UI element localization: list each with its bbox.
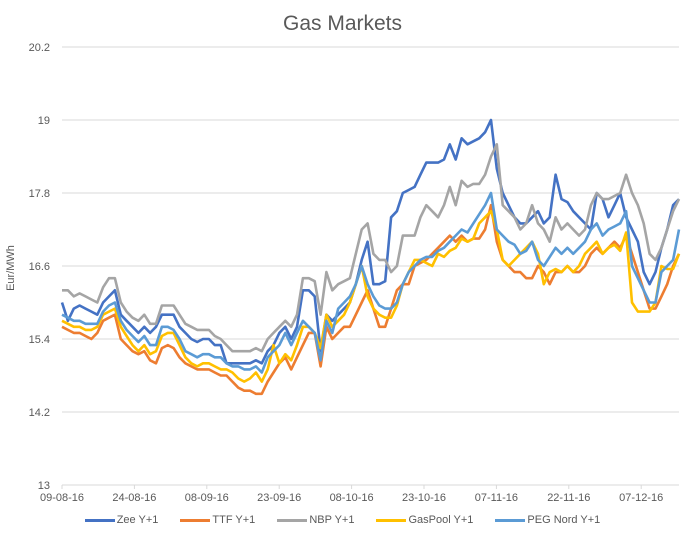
x-tick-label: 07-12-16: [619, 492, 663, 504]
y-axis-ticks: 13 14.2 15.4 16.6 17.8 19 20.2: [29, 42, 50, 492]
series-line-ttf-y-1: [61, 203, 681, 396]
legend-label: PEG Nord Y+1: [527, 514, 601, 526]
x-axis-ticks: 09-08-16 24-08-16 08-09-16 23-09-16 08-10-16…: [40, 485, 663, 504]
series-lines: [60, 118, 681, 396]
legend-label: Zee Y+1: [116, 514, 159, 526]
series-line-peg-nord-y-1: [61, 191, 681, 374]
legend-swatch-icon: [277, 518, 308, 522]
legend: Zee Y+1 TTF Y+1 NBP Y+1 GasPool Y+1 PEG …: [0, 514, 685, 526]
legend-item-nbp[interactable]: NBP Y+1: [277, 514, 354, 526]
series-line-zee-y-1: [60, 118, 680, 365]
x-tick-label: 22-11-16: [547, 492, 590, 504]
y-tick-label: 20.2: [29, 42, 50, 54]
legend-label: TTF Y+1: [212, 514, 256, 526]
y-tick-label: 17.8: [29, 188, 50, 200]
legend-item-zee[interactable]: Zee Y+1: [84, 514, 159, 526]
series-line-nbp-y-1: [62, 143, 681, 353]
x-tick-label: 23-10-16: [402, 492, 446, 504]
x-tick-label: 24-08-16: [112, 492, 156, 504]
y-tick-label: 15.4: [29, 334, 50, 346]
legend-item-gaspool[interactable]: GasPool Y+1: [376, 514, 473, 526]
x-tick-label: 09-08-16: [40, 492, 84, 504]
x-tick-label: 07-11-16: [475, 492, 518, 504]
x-tick-label: 08-10-16: [330, 492, 374, 504]
y-axis-label: Eur/MWh: [5, 245, 17, 291]
legend-label: NBP Y+1: [309, 514, 355, 526]
legend-swatch-icon: [180, 518, 211, 522]
x-tick-label: 23-09-16: [257, 492, 301, 504]
x-tick-label: 08-09-16: [185, 492, 229, 504]
series-line-gaspool-y-1: [61, 209, 681, 383]
legend-item-peg-nord[interactable]: PEG Nord Y+1: [495, 514, 600, 526]
y-tick-label: 16.6: [29, 261, 50, 273]
y-tick-label: 13: [38, 480, 50, 492]
legend-swatch-icon: [495, 518, 526, 522]
legend-item-ttf[interactable]: TTF Y+1: [180, 514, 255, 526]
legend-swatch-icon: [376, 518, 407, 522]
y-tick-label: 19: [38, 115, 50, 127]
legend-label: GasPool Y+1: [408, 514, 474, 526]
legend-swatch-icon: [84, 518, 115, 522]
chart-title: Gas Markets: [282, 12, 403, 35]
y-tick-label: 14.2: [29, 407, 50, 419]
